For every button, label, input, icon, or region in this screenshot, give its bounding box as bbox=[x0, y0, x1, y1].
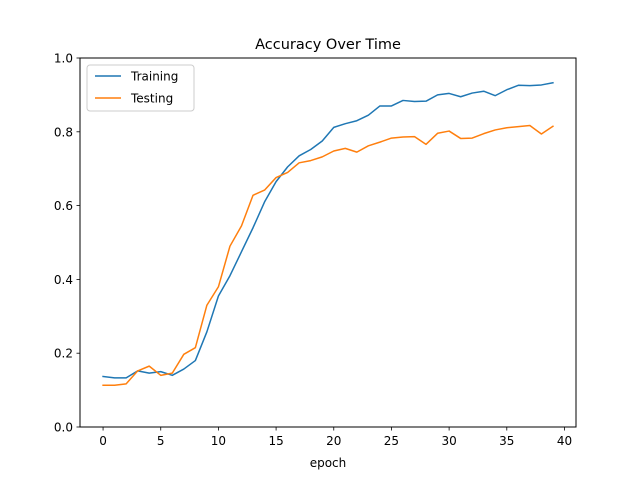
x-tick-label: 25 bbox=[384, 434, 399, 448]
x-tick-label: 10 bbox=[211, 434, 226, 448]
x-tick-label: 0 bbox=[99, 434, 107, 448]
series-layer bbox=[102, 81, 554, 387]
y-tick-label: 0.8 bbox=[54, 125, 73, 139]
legend-label-training: Training bbox=[130, 70, 178, 84]
chart-title: Accuracy Over Time bbox=[255, 37, 401, 53]
x-tick-label: 15 bbox=[268, 434, 283, 448]
x-tick-label: 5 bbox=[157, 434, 165, 448]
series-line-training bbox=[102, 81, 554, 379]
y-tick-label: 0.0 bbox=[54, 421, 73, 435]
x-tick-label: 40 bbox=[557, 434, 572, 448]
y-axis: 0.0 0.2 0.4 0.6 0.8 1.0 bbox=[54, 52, 80, 435]
x-axis: 0 5 10 15 20 25 30 35 40 bbox=[99, 427, 572, 448]
legend: Training Testing bbox=[86, 64, 195, 112]
x-axis-label: epoch bbox=[310, 456, 347, 470]
x-tick-label: 30 bbox=[441, 434, 456, 448]
x-tick-label: 20 bbox=[326, 434, 341, 448]
y-tick-label: 1.0 bbox=[54, 52, 73, 66]
series-line-testing bbox=[102, 124, 554, 387]
legend-label-testing: Testing bbox=[130, 92, 173, 106]
y-tick-label: 0.2 bbox=[54, 347, 73, 361]
y-tick-label: 0.6 bbox=[54, 199, 73, 213]
x-tick-label: 35 bbox=[499, 434, 514, 448]
plot-frame bbox=[79, 57, 577, 428]
y-tick-label: 0.4 bbox=[54, 273, 73, 287]
